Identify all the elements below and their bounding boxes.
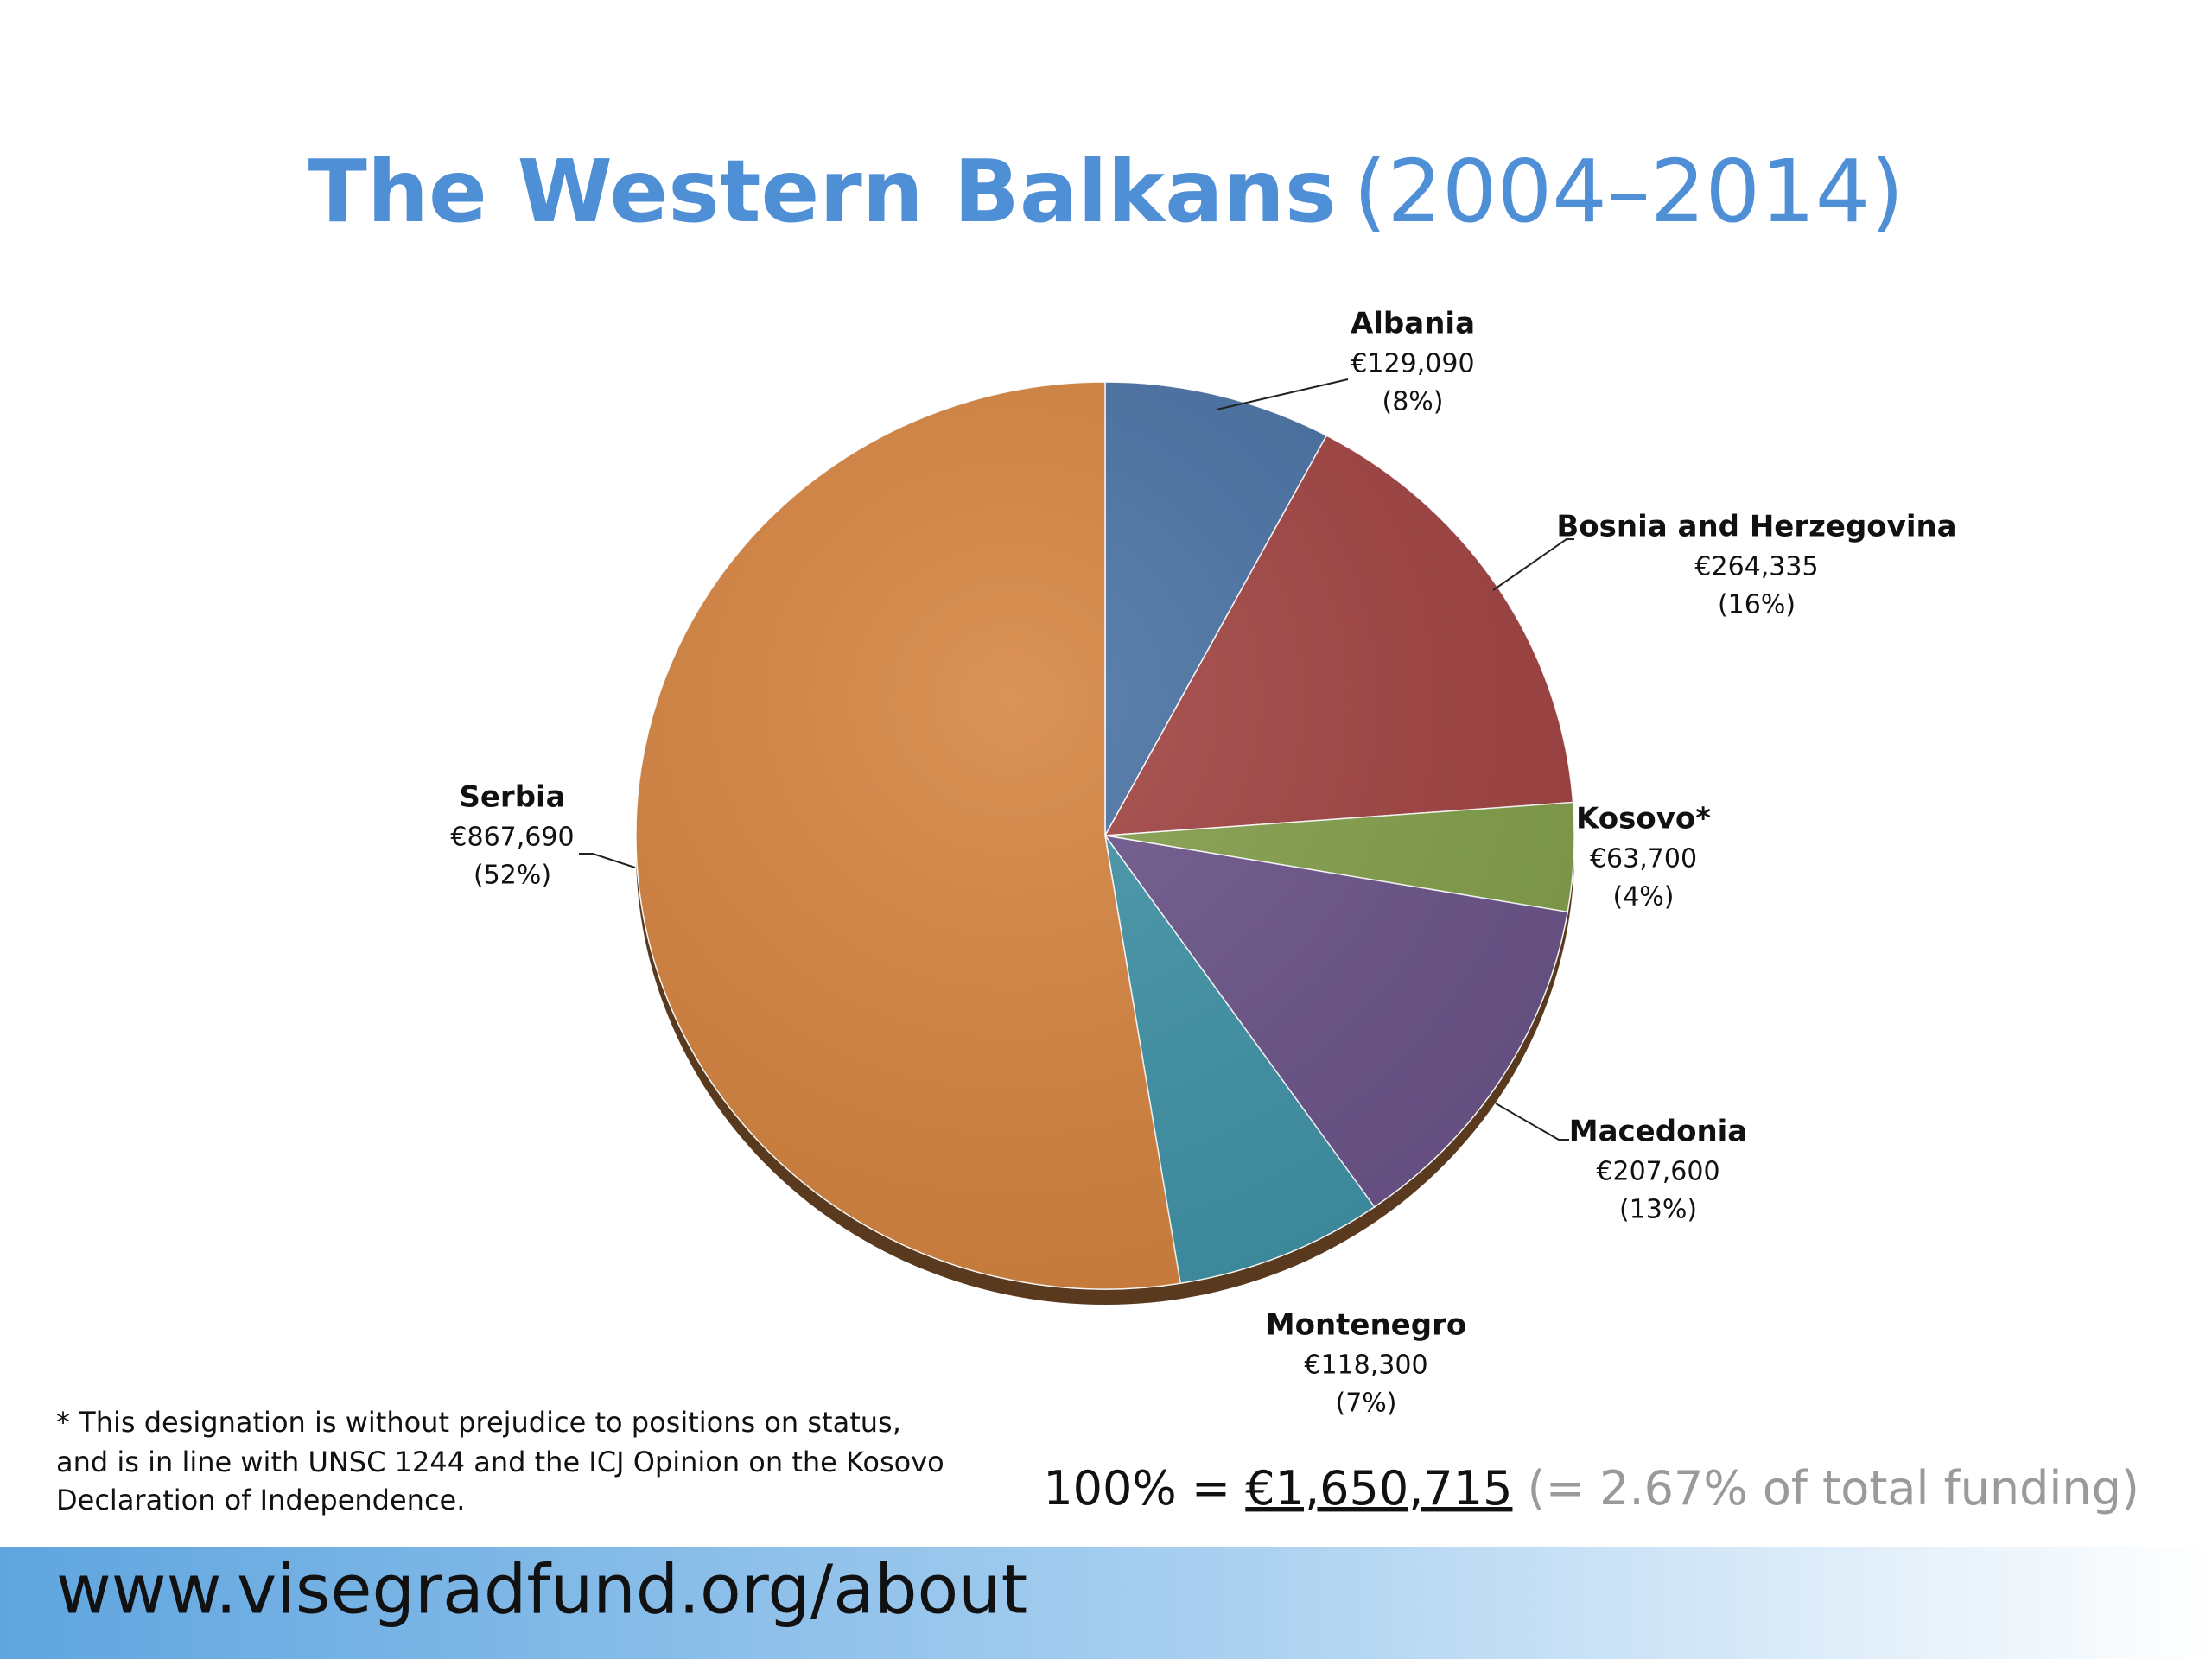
slice-label: Serbia [459,780,565,815]
percent-label: (8%) [1382,387,1443,417]
slice-label: Macedonia [1569,1115,1748,1149]
value-label: €118,300 [1304,1351,1427,1381]
percent-label: (4%) [1612,882,1674,912]
chart-title: The Western Balkans (2004–2014) [308,141,1904,242]
value-label: €129,090 [1351,349,1474,379]
leader-line [579,853,636,868]
percent-label: (13%) [1619,1195,1697,1225]
footnote-line: and is in line with UNSC 1244 and the IC… [56,1446,944,1478]
total-note: (= 2.67% of total funding) [1528,1461,2139,1516]
slice-label: Bosnia and Herzegovina [1556,510,1956,544]
pie-slice [635,381,1181,1290]
labels: Albania €129,090 (8%) Bosnia and Herzegovin… [450,307,1956,1419]
value-label: €264,335 [1694,552,1818,582]
url: www.visegradfund.org/about [56,1551,1027,1629]
value-label: €867,690 [450,823,574,853]
slice-label: Kosovo* [1576,802,1711,836]
total: €1,650,715 [1245,1461,1512,1516]
slice-label: Montenegro [1266,1308,1466,1343]
total-line: 100% = €1,650,715 (= 2.67% of total fund… [1043,1461,2139,1516]
footnote-line: Declaration of Independence. [56,1484,465,1516]
total-prefix: 100% = [1043,1461,1230,1516]
percent-label: (52%) [474,861,551,891]
leader-line [1495,1103,1569,1141]
subtitle: (2004–2014) [1353,141,1904,242]
percent-label: (7%) [1335,1389,1396,1419]
footer-band [0,1547,2212,1659]
title: The Western Balkans [308,141,1337,242]
footnote: * This designation is without prejudice … [56,1406,944,1516]
leader-line [1216,378,1349,410]
value-label: €207,600 [1596,1157,1719,1187]
leader-line [1492,538,1574,591]
percent-label: (16%) [1718,590,1796,620]
slice-label: Albania [1351,307,1475,341]
footnote-line: * This designation is without prejudice … [56,1406,901,1439]
value-label: €63,700 [1590,844,1697,874]
pie [635,381,1575,1305]
